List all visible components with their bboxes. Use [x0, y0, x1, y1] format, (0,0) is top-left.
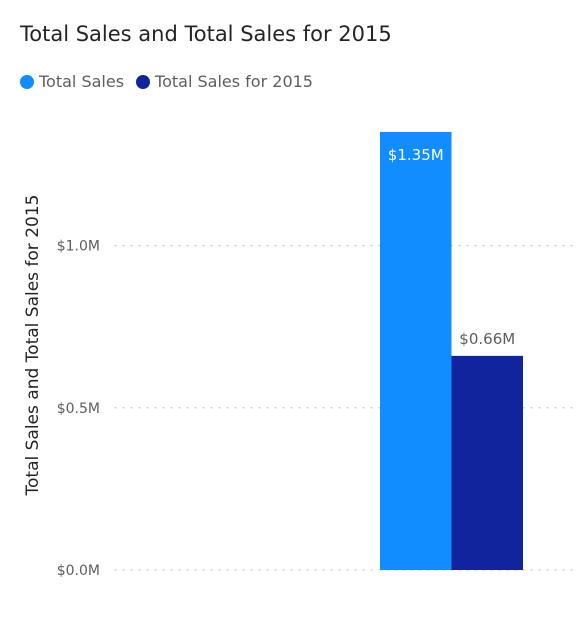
y-tick-label: $0.0M: [57, 563, 100, 579]
legend-item-total-sales[interactable]: Total Sales: [20, 72, 124, 91]
y-tick-label: $1.0M: [57, 239, 100, 255]
data-label: $0.66M: [459, 330, 515, 348]
legend-label: Total Sales: [39, 72, 125, 91]
y-tick-label: $0.5M: [57, 401, 100, 417]
data-label: $1.35M: [388, 146, 444, 164]
legend-marker: [20, 74, 34, 89]
chart-title: Total Sales and Total Sales for 2015: [20, 22, 392, 46]
legend: Total Sales Total Sales for 2015: [20, 72, 325, 91]
bar[interactable]: [380, 132, 452, 570]
legend-label: Total Sales for 2015: [155, 72, 313, 91]
bar[interactable]: [451, 355, 524, 570]
legend-marker: [136, 74, 151, 89]
legend-item-total-sales-2015[interactable]: Total Sales for 2015: [136, 72, 313, 91]
